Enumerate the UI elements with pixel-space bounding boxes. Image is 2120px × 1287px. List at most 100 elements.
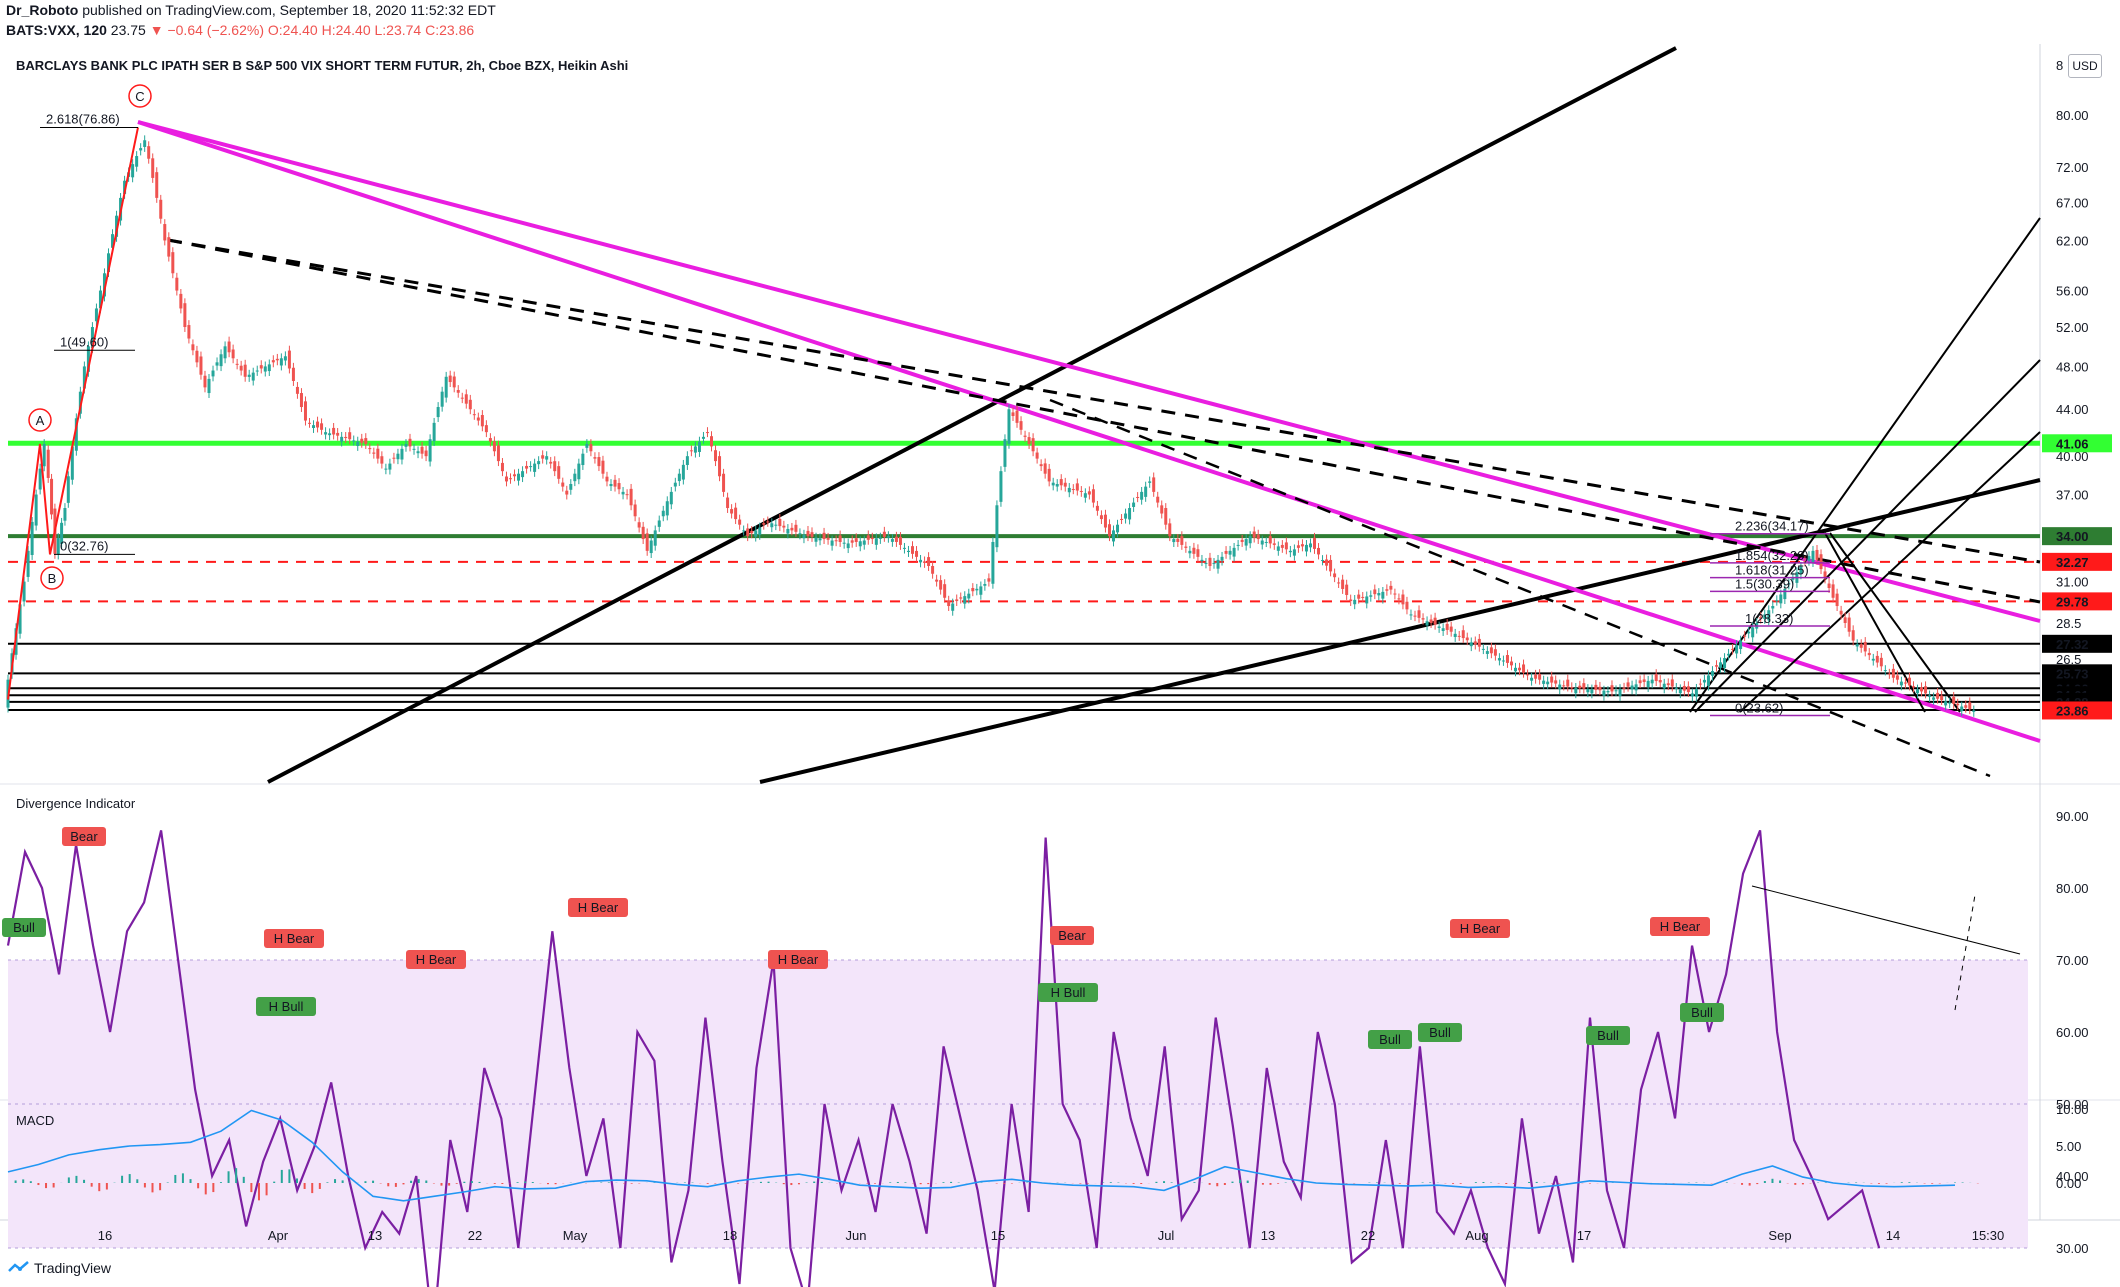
candle bbox=[412, 448, 416, 450]
candle bbox=[537, 461, 541, 465]
candle bbox=[388, 463, 392, 470]
candle bbox=[30, 521, 34, 555]
candle bbox=[697, 441, 701, 452]
candle bbox=[1924, 686, 1928, 694]
divergence-annotation-label: Bull bbox=[1429, 1025, 1451, 1040]
price-level-badge bbox=[2042, 592, 2112, 611]
candle bbox=[1690, 693, 1694, 697]
candle bbox=[1610, 685, 1614, 692]
publish-date: published on TradingView.com, September … bbox=[78, 2, 496, 18]
divergence-annotation bbox=[256, 997, 316, 1016]
currency-button[interactable]: USD bbox=[2068, 54, 2102, 78]
candle bbox=[770, 523, 774, 528]
candle bbox=[1212, 562, 1216, 564]
time-tick: 14 bbox=[1886, 1228, 1900, 1243]
candle bbox=[842, 542, 846, 544]
candle bbox=[484, 425, 488, 433]
candle bbox=[1554, 680, 1558, 684]
price-tick: 28.5 bbox=[2056, 616, 2081, 631]
candle bbox=[400, 448, 404, 460]
candle bbox=[66, 476, 70, 503]
candle bbox=[1546, 681, 1550, 685]
candle bbox=[1936, 692, 1940, 699]
candle bbox=[504, 476, 508, 482]
candle bbox=[1542, 680, 1546, 684]
candle bbox=[1851, 630, 1855, 641]
candle bbox=[730, 509, 734, 514]
tradingview-logo[interactable]: TradingView bbox=[8, 1260, 111, 1276]
candle bbox=[557, 466, 561, 479]
candle bbox=[1128, 508, 1132, 520]
divergence-annotation bbox=[568, 898, 628, 917]
fib-label: 1.5(30.39) bbox=[1735, 576, 1794, 591]
candle bbox=[617, 483, 621, 490]
price-tick: 62.00 bbox=[2056, 233, 2089, 248]
candle bbox=[1188, 550, 1192, 554]
candle bbox=[243, 364, 247, 377]
candle bbox=[649, 540, 653, 554]
candle bbox=[1152, 477, 1156, 492]
candle bbox=[1883, 670, 1887, 672]
indicator-tick: 90.00 bbox=[2056, 809, 2089, 824]
candle bbox=[1417, 610, 1421, 618]
candle bbox=[1960, 706, 1964, 712]
candle bbox=[1751, 627, 1755, 638]
candle bbox=[404, 444, 408, 447]
candle bbox=[1634, 684, 1638, 691]
candle bbox=[303, 401, 307, 421]
candle bbox=[685, 456, 689, 466]
candle bbox=[420, 446, 424, 454]
candle bbox=[219, 354, 223, 367]
price-level-label: 23.86 bbox=[2056, 703, 2089, 718]
candle bbox=[1526, 674, 1530, 676]
candle bbox=[1433, 617, 1437, 625]
candle bbox=[1823, 571, 1827, 579]
candle bbox=[42, 444, 46, 467]
candle bbox=[1719, 662, 1723, 668]
candle bbox=[677, 473, 681, 482]
last-price: 23.75 bbox=[106, 22, 150, 38]
candle bbox=[432, 422, 436, 442]
candle bbox=[348, 432, 352, 440]
candle bbox=[625, 494, 629, 496]
candle bbox=[1469, 642, 1473, 647]
divergence-annotation bbox=[1050, 926, 1094, 945]
candle bbox=[1899, 681, 1903, 686]
candle bbox=[1172, 539, 1176, 543]
price-level-label: 25.73 bbox=[2056, 666, 2089, 681]
candle bbox=[641, 526, 645, 540]
candle bbox=[131, 164, 135, 178]
candle bbox=[995, 505, 999, 548]
candle bbox=[1863, 641, 1867, 652]
candle bbox=[593, 457, 597, 459]
indicator-trend-line bbox=[1751, 885, 2021, 955]
candle bbox=[1124, 513, 1128, 519]
macd-tick: 10.00 bbox=[2056, 1102, 2089, 1117]
macd-line bbox=[7, 1109, 1956, 1202]
candle bbox=[886, 536, 890, 538]
author-name[interactable]: Dr_Roboto bbox=[6, 2, 79, 18]
candle bbox=[987, 578, 991, 582]
time-tick: Jun bbox=[846, 1228, 867, 1243]
candle bbox=[1743, 635, 1747, 637]
indicator-tick: 30.00 bbox=[2056, 1241, 2089, 1256]
candle bbox=[1694, 688, 1698, 697]
candle bbox=[806, 530, 810, 537]
candle bbox=[1083, 493, 1087, 498]
candle bbox=[1771, 606, 1775, 609]
candle bbox=[1807, 556, 1811, 561]
divergence-annotation-label: Bull bbox=[13, 920, 35, 935]
wave-label-c: C bbox=[135, 89, 144, 104]
candle bbox=[275, 358, 279, 361]
candle bbox=[1067, 487, 1071, 493]
candle bbox=[1449, 626, 1453, 632]
candle bbox=[1019, 421, 1023, 430]
candle bbox=[368, 448, 372, 450]
candle bbox=[1333, 573, 1337, 578]
candle bbox=[227, 341, 231, 353]
candle bbox=[589, 444, 593, 452]
candle bbox=[581, 453, 585, 466]
candle bbox=[1481, 648, 1485, 650]
candle bbox=[215, 362, 219, 366]
